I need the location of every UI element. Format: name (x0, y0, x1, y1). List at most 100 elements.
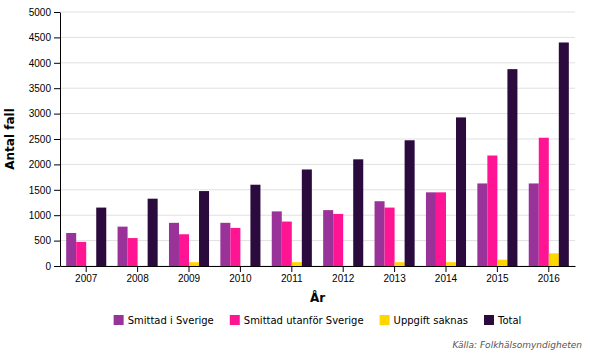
tick-mark (54, 12, 60, 13)
legend-swatch (114, 315, 124, 325)
grid-line (60, 139, 575, 140)
tick: 2000 (29, 159, 60, 170)
tick-mark (548, 266, 549, 272)
bar (66, 233, 76, 266)
grid-line (60, 189, 575, 190)
bar (436, 192, 446, 266)
x-axis: 2007200820092010201120122013201420152016 (61, 266, 576, 284)
bar (426, 192, 436, 266)
legend-label: Total (497, 315, 521, 326)
bar (138, 266, 148, 267)
grid-line (60, 37, 575, 38)
grid-line (60, 164, 575, 165)
tick-label: 0 (45, 261, 51, 272)
tick-mark (54, 215, 60, 216)
bar (292, 262, 302, 266)
bar (230, 228, 240, 266)
tick-label: 3500 (29, 83, 52, 94)
bar (240, 266, 250, 267)
legend: Smittad i Sverige Smittad utanför Sverige… (114, 315, 522, 326)
tick-label: 2012 (332, 273, 355, 284)
tick-mark (497, 266, 498, 272)
tick-label: 2016 (538, 273, 561, 284)
grid (60, 12, 575, 266)
tick: 4500 (29, 32, 60, 43)
grid-line (60, 12, 575, 13)
tick-mark (291, 266, 292, 272)
tick: 2016 (538, 266, 561, 284)
tick-label: 3000 (29, 108, 52, 119)
bar (385, 208, 395, 266)
bar (497, 260, 507, 266)
bar (456, 117, 466, 266)
bar (179, 234, 189, 266)
tick-mark (445, 266, 446, 272)
plot: 0 500 1000 1500 2000 2500 3000 3500 4000 4500 5000… (3, 7, 576, 305)
legend-label: Smittad i Sverige (128, 315, 214, 326)
tick: 3000 (29, 108, 60, 119)
tick: 0 (45, 261, 60, 272)
bar (189, 262, 199, 266)
tick-mark (54, 88, 60, 89)
legend-swatch (230, 315, 240, 325)
tick-label: 1500 (29, 185, 52, 196)
bar (76, 242, 86, 266)
bar (405, 140, 415, 266)
tick-label: 4500 (29, 32, 52, 43)
bar (507, 69, 517, 266)
bar (118, 227, 128, 266)
tick-mark (189, 266, 190, 272)
bar (302, 169, 312, 266)
tick-label: 500 (34, 235, 51, 246)
bar (343, 266, 353, 267)
bar (549, 253, 559, 266)
y-axis-title: Antal fall (3, 108, 17, 170)
bar (128, 238, 138, 266)
tick: 1000 (29, 210, 60, 221)
tick: 3500 (29, 83, 60, 94)
tick-label: 4000 (29, 58, 52, 69)
bar (282, 222, 292, 266)
bar-series (76, 138, 549, 266)
chart: 0 500 1000 1500 2000 2500 3000 3500 4000 4500 5000… (0, 0, 590, 354)
tick-mark (54, 190, 60, 191)
bar-series (189, 253, 559, 266)
tick-mark (54, 266, 60, 267)
x-axis-title: År (310, 290, 325, 305)
legend-label: Uppgift saknas (394, 315, 468, 326)
tick-mark (86, 266, 87, 272)
tick-label: 2500 (29, 134, 52, 145)
bar (220, 223, 230, 266)
tick: 500 (34, 235, 60, 246)
legend-swatch (380, 315, 390, 325)
tick: 2014 (435, 266, 458, 284)
tick-mark (54, 63, 60, 64)
tick: 2012 (332, 266, 355, 284)
tick-label: 1000 (29, 210, 52, 221)
tick: 2500 (29, 134, 60, 145)
tick-mark (137, 266, 138, 272)
axis-line (60, 13, 61, 267)
bar-series (96, 42, 569, 266)
bar (559, 42, 569, 266)
tick: 2010 (229, 266, 252, 284)
tick-label: 2008 (126, 273, 149, 284)
tick: 4000 (29, 58, 60, 69)
tick-label: 2007 (75, 273, 98, 284)
bar (529, 183, 539, 266)
bar (487, 156, 497, 266)
tick-label: 2000 (29, 159, 52, 170)
tick-mark (394, 266, 395, 272)
bar (272, 211, 282, 266)
tick-mark (54, 139, 60, 140)
tick: 2015 (486, 266, 509, 284)
bar (395, 262, 405, 266)
tick-label: 5000 (29, 7, 52, 18)
tick: 5000 (29, 7, 60, 18)
bar (353, 159, 363, 266)
legend-label: Smittad utanför Sverige (244, 315, 364, 326)
bar (539, 138, 549, 266)
bar (96, 208, 106, 266)
tick-label: 2010 (229, 273, 252, 284)
tick: 2013 (383, 266, 406, 284)
